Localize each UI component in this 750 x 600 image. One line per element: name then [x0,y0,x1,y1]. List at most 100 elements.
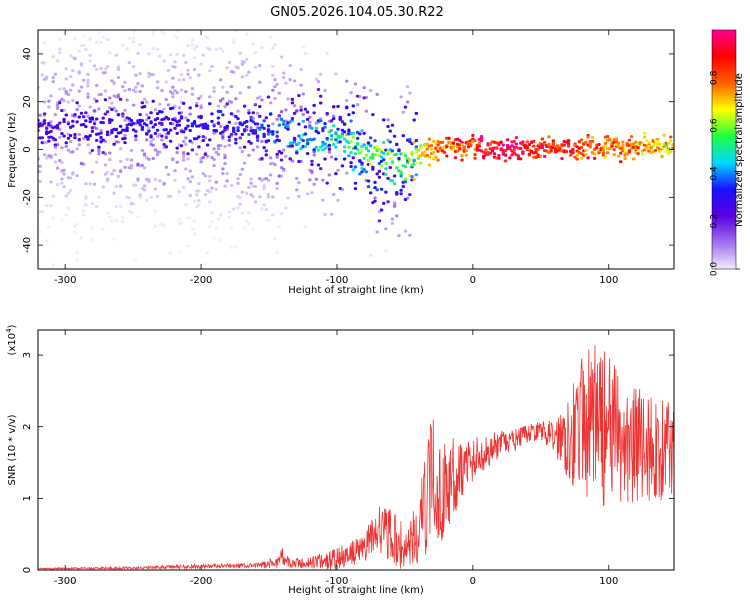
heat-cell [95,67,99,71]
heat-cell [181,53,186,57]
heat-cell [81,34,86,38]
heat-cell [301,139,305,143]
heat-cell [353,82,358,86]
heat-cell [136,177,140,181]
heat-cell [103,152,108,156]
heat-cell [323,122,327,126]
snr-multiplier-close: ) [7,324,18,328]
heat-cell [277,114,282,118]
heat-cell [38,170,42,174]
heat-cell [273,163,277,167]
heat-cell [325,136,329,140]
heat-cell [236,177,240,181]
heat-cell [221,130,225,134]
heat-cell [186,244,190,248]
heat-cell [164,165,168,169]
heat-cell [262,146,266,150]
heat-cell [86,143,90,147]
heat-cell [190,227,195,231]
heat-cell [105,130,110,134]
heat-cell [266,128,271,132]
heat-cell [125,129,129,133]
heat-cell [186,44,190,48]
heat-cell [575,153,579,157]
heat-cell [186,157,190,161]
heat-cell [260,207,264,211]
heat-cell [181,158,186,162]
heat-cell [225,128,229,132]
heat-cell [192,219,197,223]
heat-cell [173,116,177,120]
heat-cell [58,47,62,51]
heat-cell [412,177,416,181]
heat-cell [318,167,323,171]
heat-cell [73,231,77,235]
heat-cell [264,116,269,120]
heat-cell [95,83,99,87]
heat-cell [158,102,162,106]
heat-cell [318,94,323,98]
heat-cell [79,111,84,115]
heat-cell [338,117,342,121]
heat-cell [90,238,95,242]
heat-cell [142,152,147,156]
heat-cell [432,151,436,155]
heat-cell [395,166,399,170]
heat-cell [71,172,75,176]
heat-cell [603,144,608,148]
heat-cell [234,137,238,141]
heat-cell [149,140,153,144]
heat-cell [151,33,155,37]
heat-cell [208,225,212,229]
heat-cell [310,159,314,163]
heat-cell [571,147,575,151]
heat-cell [53,145,58,149]
colorbar-tick-label: 0.0 [710,262,720,277]
heat-cell [340,134,345,138]
snr-y-tick-label: 0 [22,567,33,573]
heat-cell [645,147,649,151]
heat-cell [95,127,99,131]
heat-cell [318,117,323,121]
heat-cell [614,137,619,141]
heat-cell [79,85,84,89]
heat-cell [101,185,105,189]
heat-cell [271,64,275,68]
heat-cell [118,131,123,135]
heat-cell [171,95,175,99]
heat-cell [384,227,388,231]
heat-cell [295,151,299,155]
heat-cell [286,127,290,131]
heat-cell [258,127,262,131]
heat-cell [247,211,251,215]
heat-cell [55,123,60,127]
heat-cell [105,179,110,183]
heat-cell [153,224,158,228]
heat-cell [162,142,166,146]
heat-cell [386,118,390,122]
heat-cell [566,142,571,146]
heat-cell [264,153,269,157]
heat-cell [86,78,90,82]
heat-cell [40,210,45,214]
heat-cell [245,128,249,132]
heat-cell [123,141,127,145]
heat-cell [62,120,66,124]
heat-cell [155,134,160,138]
heat-cell [390,179,395,183]
heat-cell [49,180,53,184]
heat-cell [49,129,53,133]
heat-cell [623,156,627,160]
heat-cell [238,196,242,200]
heat-cell [162,59,166,63]
heat-cell [214,150,218,154]
heat-cell [64,213,68,217]
heat-cell [432,139,436,143]
heat-cell [251,111,255,115]
heat-cell [127,196,132,200]
heat-cell [242,60,247,64]
heat-cell [355,141,360,145]
heat-cell [671,143,674,147]
heat-cell [75,147,79,151]
spectrogram-y-label: Frequency (Hz) [7,112,18,188]
